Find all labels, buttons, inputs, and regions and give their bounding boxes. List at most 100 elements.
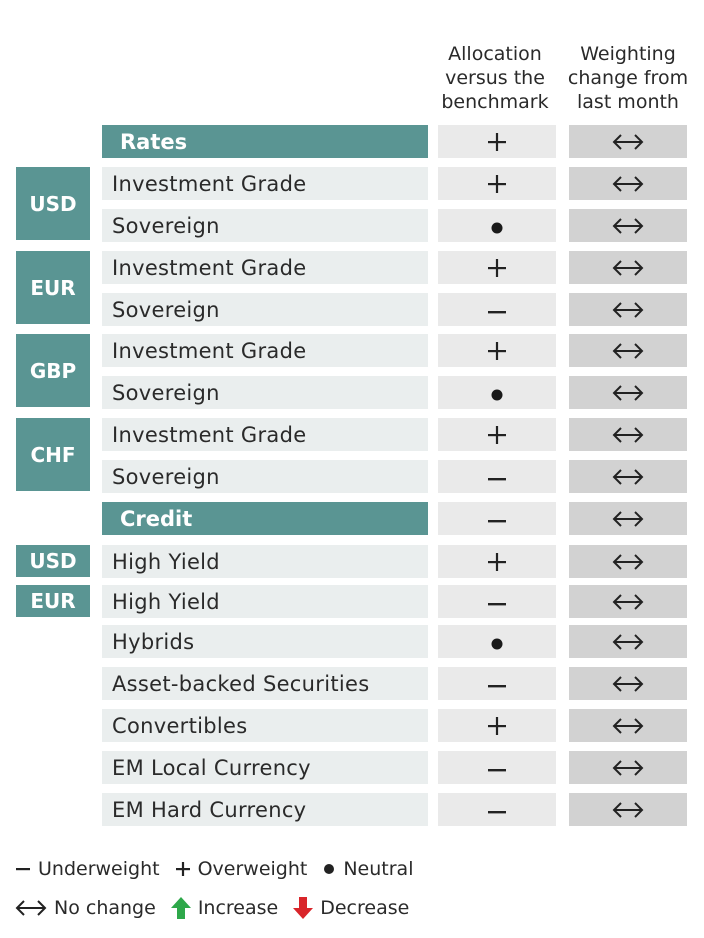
currency-tag-chf: CHF: [16, 418, 90, 491]
minus-icon: [488, 602, 506, 605]
allocation-cell: [438, 293, 556, 326]
double-arrow-icon: [612, 593, 644, 610]
legend-overweight-label: Overweight: [197, 858, 308, 880]
double-arrow-icon: [612, 217, 644, 234]
double-arrow-icon: [612, 553, 644, 570]
allocation-cell: [438, 376, 556, 409]
double-arrow-icon: [612, 633, 644, 650]
minus-icon: [488, 310, 506, 313]
currency-tag-eur: EUR: [16, 585, 90, 617]
double-arrow-icon: [14, 899, 48, 917]
plus-icon: [174, 860, 192, 878]
weighting-change-cell: [569, 125, 687, 158]
minus-icon: [14, 860, 32, 878]
weighting-header-line: last month: [577, 91, 679, 113]
legend-no-change-label: No change: [54, 897, 156, 919]
plus-icon: [488, 716, 506, 735]
weighting-change-cell: [569, 751, 687, 784]
row-label: Convertibles: [102, 709, 428, 742]
plus-icon: [488, 132, 506, 151]
allocation-cell: [438, 751, 556, 784]
double-arrow-icon: [612, 342, 644, 359]
plus-icon: [488, 341, 506, 360]
allocation-cell: [438, 125, 556, 158]
double-arrow-icon: [612, 717, 644, 734]
double-arrow-icon: [612, 426, 644, 443]
allocation-cell: [438, 545, 556, 578]
double-arrow-icon: [612, 301, 644, 318]
weighting-change-cell: [569, 667, 687, 700]
allocation-cell: [438, 502, 556, 535]
weighting-change-cell: [569, 293, 687, 326]
legend-no-change: No change: [14, 897, 156, 919]
allocation-cell: [438, 793, 556, 826]
plus-icon: [488, 552, 506, 571]
minus-icon: [488, 477, 506, 480]
allocation-header-line: benchmark: [441, 91, 549, 113]
minus-icon: [488, 519, 506, 522]
allocation-cell: [438, 334, 556, 367]
currency-tag-usd: USD: [16, 167, 90, 240]
dot-icon: [491, 638, 503, 649]
double-arrow-icon: [612, 175, 644, 192]
dot-icon: [321, 861, 337, 877]
weighting-change-cell: [569, 460, 687, 493]
allocation-cell: [438, 251, 556, 284]
row-label: Investment Grade: [102, 334, 428, 367]
allocation-cell: [438, 418, 556, 451]
weighting-change-cell: [569, 376, 687, 409]
currency-tag-usd: USD: [16, 545, 90, 577]
legend-decrease: Decrease: [292, 896, 409, 920]
allocation-cell: [438, 167, 556, 200]
double-arrow-icon: [612, 259, 644, 276]
up-arrow-icon: [170, 896, 192, 920]
row-label: High Yield: [102, 545, 428, 578]
weighting-change-cell: [569, 585, 687, 618]
legend-neutral: Neutral: [321, 858, 413, 880]
weighting-change-cell: [569, 545, 687, 578]
weighting-header-line: Weighting: [580, 43, 676, 65]
legend-decrease-label: Decrease: [320, 897, 410, 919]
row-label: Investment Grade: [102, 167, 428, 200]
weighting-change-cell: [569, 418, 687, 451]
weighting-change-cell: [569, 334, 687, 367]
weighting-change-cell: [569, 251, 687, 284]
legend-increase-label: Increase: [197, 897, 279, 919]
double-arrow-icon: [612, 133, 644, 150]
double-arrow-icon: [612, 384, 644, 401]
row-label: Hybrids: [102, 625, 428, 658]
allocation-column-header: Allocation versus the benchmark: [434, 42, 556, 114]
legend-change: No change Increase Decrease: [14, 896, 423, 920]
weighting-change-cell: [569, 502, 687, 535]
row-label: Sovereign: [102, 460, 428, 493]
minus-icon: [488, 768, 506, 771]
weighting-change-cell: [569, 625, 687, 658]
section-header-credit: Credit: [102, 502, 428, 535]
weighting-header-line: change from: [567, 67, 689, 89]
row-label: Sovereign: [102, 293, 428, 326]
allocation-cell: [438, 209, 556, 242]
row-label: Sovereign: [102, 209, 428, 242]
row-label: Sovereign: [102, 376, 428, 409]
allocation-header-line: versus the: [445, 67, 545, 89]
legend-neutral-label: Neutral: [343, 858, 414, 880]
allocation-header-line: Allocation: [448, 43, 542, 65]
row-label: High Yield: [102, 585, 428, 618]
dot-icon: [491, 389, 503, 400]
weighting-column-header: Weighting change from last month: [566, 42, 690, 114]
weighting-change-cell: [569, 167, 687, 200]
allocation-cell: [438, 667, 556, 700]
section-header-rates: Rates: [102, 125, 428, 158]
double-arrow-icon: [612, 675, 644, 692]
legend-underweight: Underweight: [14, 858, 160, 880]
plus-icon: [488, 258, 506, 277]
allocation-cell: [438, 585, 556, 618]
weighting-change-cell: [569, 709, 687, 742]
weighting-change-cell: [569, 793, 687, 826]
double-arrow-icon: [612, 759, 644, 776]
weighting-change-cell: [569, 209, 687, 242]
dot-icon: [491, 222, 503, 233]
double-arrow-icon: [612, 510, 644, 527]
row-label: Investment Grade: [102, 251, 428, 284]
minus-icon: [488, 684, 506, 687]
